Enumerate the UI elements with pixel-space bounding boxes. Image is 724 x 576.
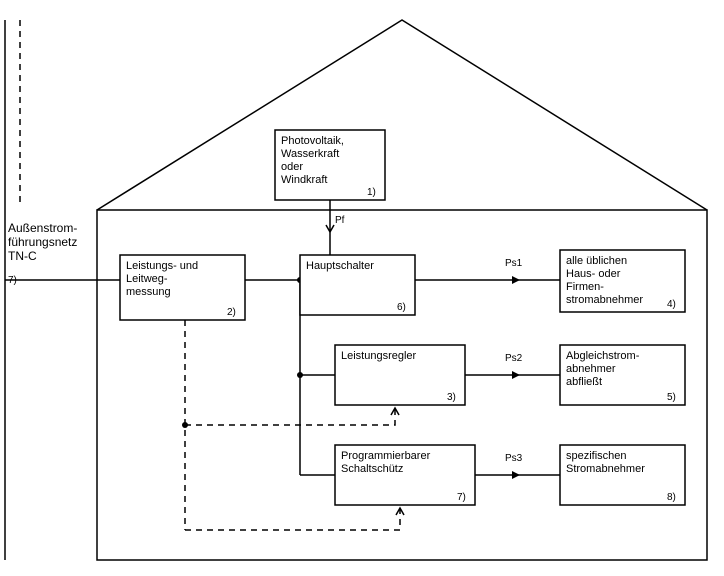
node-3-tag: 3) — [447, 392, 456, 403]
node-6-tag: 6) — [397, 302, 406, 313]
external-tag: 7) — [8, 275, 17, 286]
external-label: Außenstrom-führungsnetzTN-C — [8, 221, 77, 263]
node-3-label: Leistungsregler — [341, 350, 417, 362]
house-roof — [97, 20, 707, 210]
edge-ctrl_to_3 — [185, 405, 395, 425]
diagram-canvas: Außenstrom-führungsnetzTN-C7)1)Photovolt… — [0, 0, 724, 576]
node-4-tag: 4) — [667, 299, 676, 310]
flow-label-pf: Pf — [335, 215, 345, 226]
flow-label-ps2: Ps2 — [505, 353, 523, 364]
node-5-tag: 5) — [667, 392, 676, 403]
node-7-tag: 7) — [457, 492, 466, 503]
node-6-label: Hauptschalter — [306, 260, 374, 272]
node-1-tag: 1) — [367, 187, 376, 198]
node-8-tag: 8) — [667, 492, 676, 503]
node-2-tag: 2) — [227, 307, 236, 318]
flow-label-ps3: Ps3 — [505, 453, 523, 464]
edge-ctrl_to_7 — [185, 505, 400, 530]
flow-label-ps1: Ps1 — [505, 258, 523, 269]
